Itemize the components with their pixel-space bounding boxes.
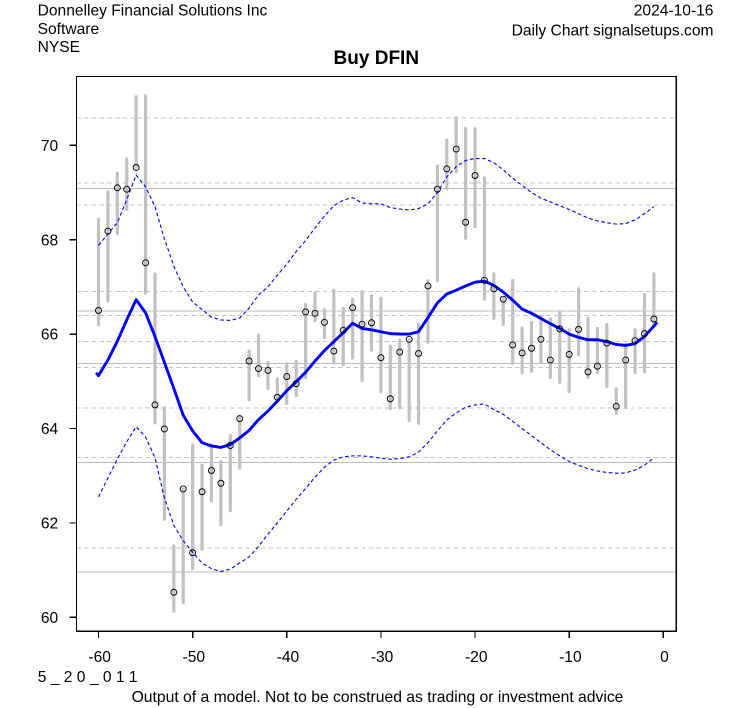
svg-text:5 _ 2 0 _ 0 1 1: 5 _ 2 0 _ 0 1 1 [38,669,138,686]
svg-text:60: 60 [41,610,59,627]
svg-text:Donnelley Financial Solutions: Donnelley Financial Solutions Inc [38,2,268,19]
svg-text:-50: -50 [183,649,206,666]
svg-text:-60: -60 [88,649,111,666]
svg-text:NYSE: NYSE [38,39,80,56]
svg-text:Daily Chart signalsetups.com: Daily Chart signalsetups.com [512,22,714,39]
svg-text:-40: -40 [277,649,300,666]
svg-text:64: 64 [41,421,59,438]
svg-text:Buy DFIN: Buy DFIN [334,48,420,69]
svg-text:-20: -20 [465,649,488,666]
svg-text:0: 0 [660,649,669,666]
svg-text:68: 68 [41,232,58,249]
svg-text:Software: Software [38,21,100,38]
svg-text:Output of a model. Not to be c: Output of a model. Not to be construed a… [132,689,624,706]
svg-text:70: 70 [41,138,59,155]
svg-text:-30: -30 [371,649,394,666]
svg-text:-10: -10 [559,649,582,666]
svg-text:2024-10-16: 2024-10-16 [634,3,714,20]
svg-text:66: 66 [41,327,58,344]
svg-text:62: 62 [41,516,58,533]
